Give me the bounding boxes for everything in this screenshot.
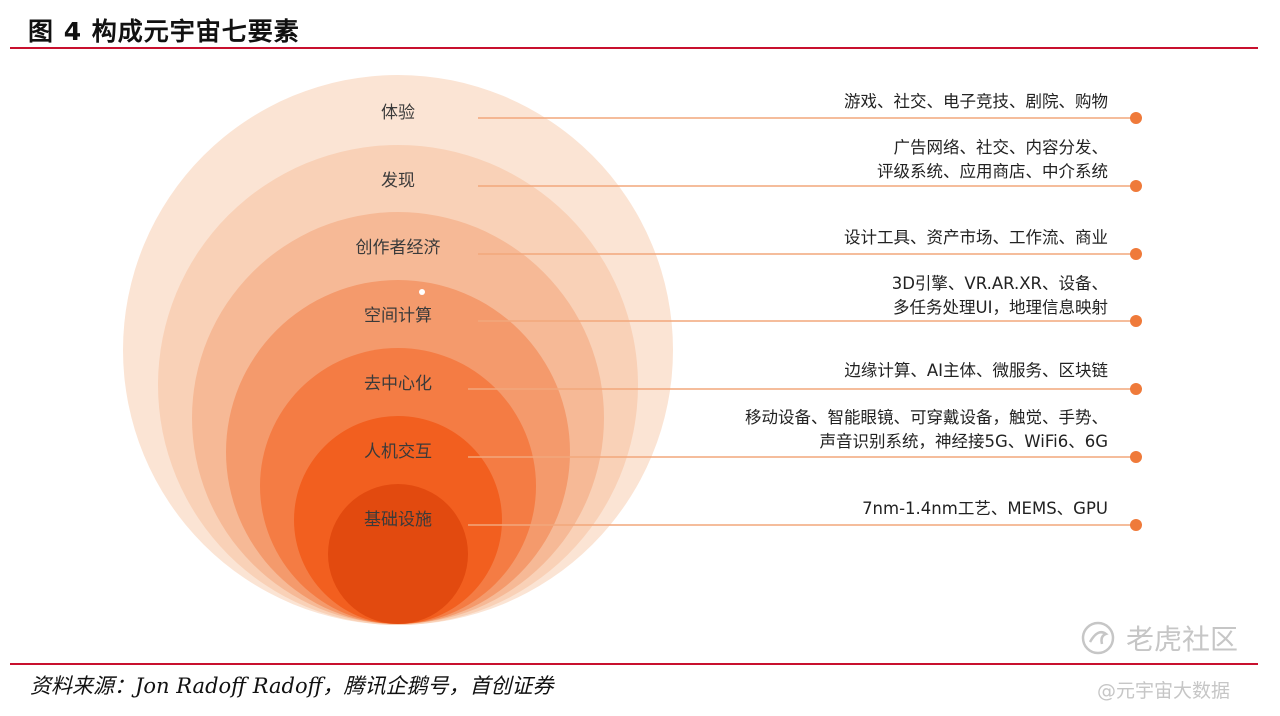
layer-label: 体验 bbox=[381, 103, 415, 123]
highlight-dot bbox=[419, 289, 425, 295]
description-line: 广告网络、社交、内容分发、 bbox=[893, 138, 1109, 157]
layer-description-6: 移动设备、智能眼镜、可穿戴设备，触觉、手势、 声音识别系统，神经接5G、WiFi… bbox=[745, 406, 1108, 454]
layer-description-1: 游戏、社交、电子竞技、剧院、购物 bbox=[844, 90, 1108, 114]
source-note: 资料来源：Jon Radoff Radoff，腾讯企鹅号，首创证券 bbox=[30, 674, 554, 698]
title-divider bbox=[10, 47, 1258, 49]
description-line: 3D引擎、VR.AR.XR、设备、 bbox=[891, 274, 1108, 293]
connector-dot bbox=[1130, 248, 1142, 260]
layer-description-2: 广告网络、社交、内容分发、 评级系统、应用商店、中介系统 bbox=[877, 136, 1108, 184]
description-line: 移动设备、智能眼镜、可穿戴设备，触觉、手势、 bbox=[745, 408, 1108, 427]
layer-label: 人机交互 bbox=[364, 442, 432, 462]
description-line: 设计工具、资产市场、工作流、商业 bbox=[844, 228, 1108, 247]
connector-dot bbox=[1130, 519, 1142, 531]
description-line: 7nm-1.4nm工艺、MEMS、GPU bbox=[862, 499, 1108, 518]
tiger-logo-icon bbox=[1081, 621, 1115, 655]
description-line: 声音识别系统，神经接5G、WiFi6、6G bbox=[819, 432, 1108, 451]
description-line: 边缘计算、AI主体、微服务、区块链 bbox=[844, 361, 1108, 380]
layer-label: 去中心化 bbox=[364, 374, 432, 394]
watermark-handle: @元宇宙大数据 bbox=[1097, 680, 1231, 702]
layer-description-7: 7nm-1.4nm工艺、MEMS、GPU bbox=[862, 497, 1108, 521]
description-line: 游戏、社交、电子竞技、剧院、购物 bbox=[844, 92, 1108, 111]
connector-dot bbox=[1130, 315, 1142, 327]
description-line: 评级系统、应用商店、中介系统 bbox=[877, 162, 1108, 181]
figure-title: 图 4 构成元宇宙七要素 bbox=[28, 17, 300, 46]
layer-label: 创作者经济 bbox=[356, 238, 441, 258]
watermark: 老虎社区 bbox=[1080, 618, 1238, 658]
layer-label: 基础设施 bbox=[364, 510, 432, 530]
source-divider bbox=[10, 663, 1258, 665]
connector-dot bbox=[1130, 112, 1142, 124]
layer-description-5: 边缘计算、AI主体、微服务、区块链 bbox=[844, 359, 1108, 383]
layer-description-4: 3D引擎、VR.AR.XR、设备、 多任务处理UI，地理信息映射 bbox=[892, 272, 1108, 320]
connector-dot bbox=[1130, 180, 1142, 192]
layer-description-3: 设计工具、资产市场、工作流、商业 bbox=[844, 226, 1108, 250]
layer-label: 发现 bbox=[381, 171, 415, 191]
watermark-brand: 老虎社区 bbox=[1126, 623, 1239, 656]
layer-ring-7 bbox=[328, 484, 468, 624]
description-line: 多任务处理UI，地理信息映射 bbox=[893, 298, 1108, 317]
connector-dot bbox=[1130, 451, 1142, 463]
layer-label: 空间计算 bbox=[364, 306, 432, 326]
connector-dot bbox=[1130, 383, 1142, 395]
